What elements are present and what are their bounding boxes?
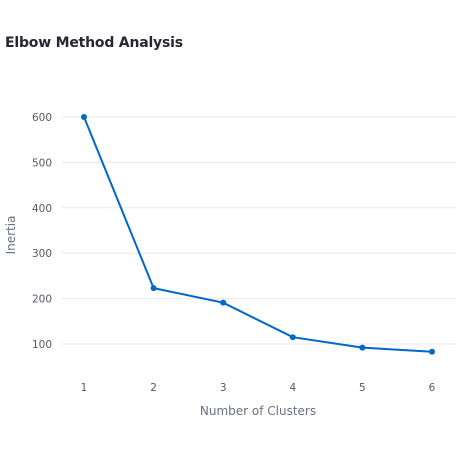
y-tick-label: 400: [32, 203, 52, 215]
x-tick-label: 3: [220, 382, 227, 394]
y-axis-ticks: 100 200 300 400 500 600: [32, 112, 52, 351]
x-tick-label: 2: [150, 382, 157, 394]
gridlines: [62, 116, 456, 345]
data-point[interactable]: [289, 334, 296, 341]
y-axis-title: Inertia: [4, 216, 18, 255]
y-tick-label: 500: [32, 157, 52, 169]
data-point[interactable]: [220, 299, 227, 306]
y-tick-label: 600: [32, 112, 52, 124]
x-tick-label: 4: [289, 382, 296, 394]
x-tick-label: 5: [359, 382, 366, 394]
chart-title: Elbow Method Analysis: [5, 35, 183, 51]
y-tick-label: 100: [32, 339, 52, 351]
x-tick-label: 6: [429, 382, 436, 394]
x-tick-label: 1: [81, 382, 88, 394]
y-tick-label: 200: [32, 294, 52, 306]
data-point[interactable]: [359, 344, 366, 351]
data-point[interactable]: [81, 114, 87, 120]
x-axis-ticks: 1 2 3 4 5 6: [81, 382, 436, 394]
x-axis-title: Number of Clusters: [200, 404, 316, 418]
data-point[interactable]: [429, 348, 435, 355]
y-tick-label: 300: [32, 248, 52, 260]
series-line: [83, 116, 433, 353]
data-point[interactable]: [150, 285, 157, 292]
series-inertia: [81, 114, 435, 355]
